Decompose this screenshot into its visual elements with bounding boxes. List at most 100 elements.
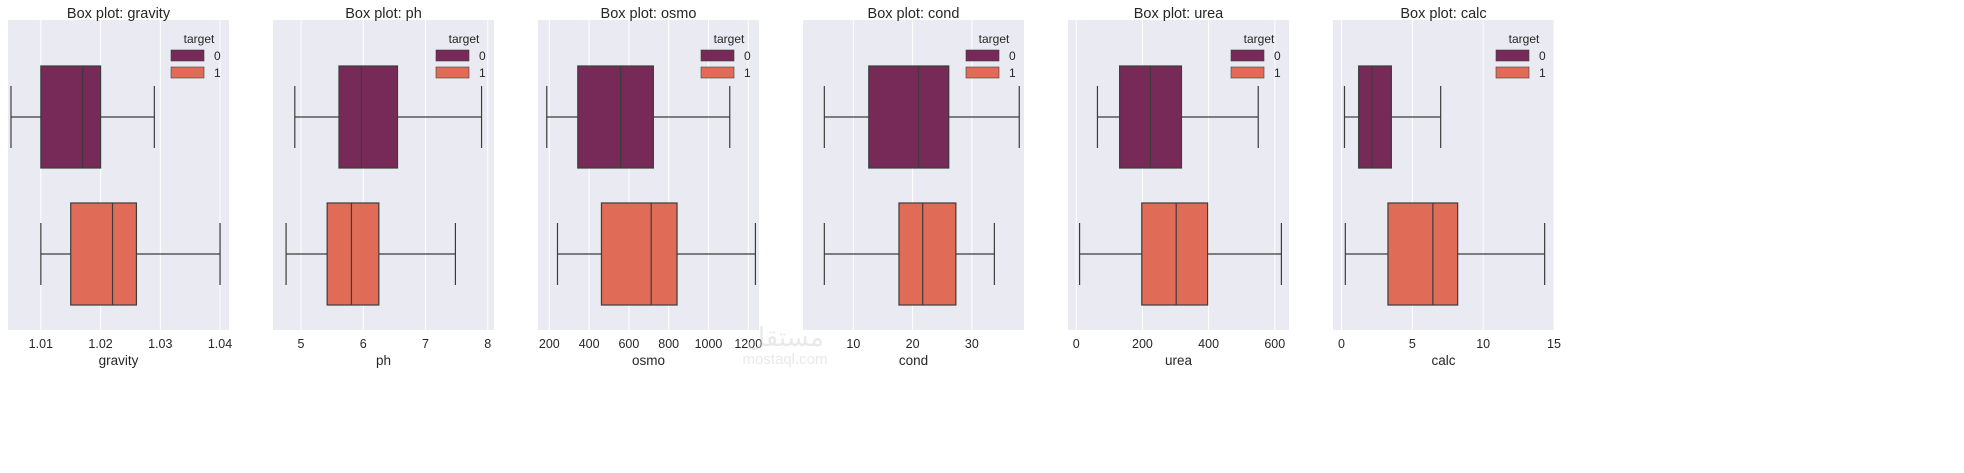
box-series-1 <box>1344 202 1546 306</box>
legend-label: 1 <box>1274 66 1281 80</box>
legend-title: target <box>1244 32 1275 46</box>
x-tick-label: 6 <box>360 337 367 351</box>
box-iqr <box>338 65 399 169</box>
legend: target 0 1 <box>170 32 221 80</box>
legend-swatch <box>700 66 735 79</box>
x-tick-label: 1.04 <box>208 337 232 351</box>
x-tick-label: 600 <box>618 337 639 351</box>
x-tick-label: 0 <box>1073 337 1080 351</box>
legend-swatch <box>965 49 1000 62</box>
subplot-title: Box plot: osmo <box>601 6 697 22</box>
legend-title: target <box>714 32 745 46</box>
x-tick-label: 400 <box>579 337 600 351</box>
legend-label: 1 <box>1009 66 1016 80</box>
x-axis-label: urea <box>1165 353 1193 368</box>
legend-swatch <box>170 66 205 79</box>
legend: target 0 1 <box>1230 32 1281 80</box>
x-tick-label: 1.01 <box>29 337 53 351</box>
x-tick-label: 5 <box>298 337 305 351</box>
legend: target 0 1 <box>700 32 751 80</box>
subplot-title: Box plot: ph <box>345 6 422 22</box>
x-tick-label: 20 <box>906 337 920 351</box>
box-iqr <box>868 65 950 169</box>
x-tick-label: 10 <box>846 337 860 351</box>
legend-title: target <box>184 32 215 46</box>
legend-swatch <box>1495 49 1530 62</box>
x-tick-label: 15 <box>1547 337 1561 351</box>
x-axis-label: osmo <box>632 353 665 368</box>
subplot-ph: 5 6 7 8 ph Box plot: ph target 0 1 <box>273 6 494 368</box>
legend-label: 1 <box>214 66 221 80</box>
legend-label: 0 <box>214 49 221 63</box>
x-tick-label: 30 <box>965 337 979 351</box>
legend-swatch <box>435 66 470 79</box>
box-iqr <box>1141 202 1209 306</box>
x-tick-label: 1200 <box>734 337 762 351</box>
box-series-1 <box>1078 202 1282 306</box>
box-iqr <box>577 65 654 169</box>
legend-swatch <box>1230 66 1265 79</box>
box-series-1 <box>556 202 757 306</box>
box-iqr <box>600 202 678 306</box>
box-series-0 <box>294 65 483 169</box>
watermark-latin: mostaql.com <box>742 351 827 368</box>
legend-title: target <box>979 32 1010 46</box>
legend-swatch <box>700 49 735 62</box>
legend: target 0 1 <box>435 32 486 80</box>
box-iqr <box>70 202 138 306</box>
legend-label: 0 <box>1009 49 1016 63</box>
x-axis-label: calc <box>1431 353 1455 368</box>
subplot-urea: 0 200 400 600 urea Box plot: urea target 0 1 <box>1068 6 1289 368</box>
box-series-0 <box>1343 65 1442 169</box>
legend: target 0 1 <box>965 32 1016 80</box>
box-series-0 <box>10 65 155 169</box>
x-tick-label: 800 <box>658 337 679 351</box>
x-tick-label: 5 <box>1409 337 1416 351</box>
box-series-0 <box>1096 65 1259 169</box>
legend-swatch <box>965 66 1000 79</box>
x-axis-label: ph <box>376 353 391 368</box>
x-tick-label: 600 <box>1264 337 1285 351</box>
subplot-title: Box plot: calc <box>1400 6 1486 22</box>
x-tick-label: 7 <box>422 337 429 351</box>
box-series-1 <box>285 202 457 306</box>
legend-title: target <box>1509 32 1540 46</box>
subplot-title: Box plot: urea <box>1134 6 1224 22</box>
x-tick-label: 0 <box>1338 337 1345 351</box>
x-tick-label: 1.02 <box>88 337 112 351</box>
subplot-cond: 10 20 30 cond Box plot: cond target 0 1 <box>803 6 1024 368</box>
x-tick-label: 200 <box>539 337 560 351</box>
x-axis-label: cond <box>899 353 928 368</box>
legend-swatch <box>170 49 205 62</box>
x-axis-label: gravity <box>99 353 139 368</box>
subplot-calc: 0 5 10 15 calc Box plot: calc target 0 1 <box>1333 6 1561 368</box>
legend: target 0 1 <box>1495 32 1546 80</box>
subplot-gravity: 1.01 1.02 1.03 1.04 gravity Box plot: gravity… <box>8 6 232 368</box>
x-tick-label: 10 <box>1476 337 1490 351</box>
box-iqr <box>898 202 957 306</box>
legend-title: target <box>449 32 480 46</box>
legend-label: 0 <box>479 49 486 63</box>
legend-swatch <box>435 49 470 62</box>
x-tick-label: 1000 <box>695 337 723 351</box>
box-iqr <box>1358 65 1392 169</box>
watermark-arabic: مستقل <box>746 322 824 352</box>
subplot-title: Box plot: gravity <box>67 6 171 22</box>
box-series-1 <box>823 202 995 306</box>
x-tick-label: 1.03 <box>148 337 172 351</box>
legend-label: 1 <box>744 66 751 80</box>
x-tick-label: 200 <box>1132 337 1153 351</box>
box-iqr <box>326 202 380 306</box>
box-iqr <box>40 65 102 169</box>
subplot-title: Box plot: cond <box>868 6 960 22</box>
box-series-1 <box>40 202 221 306</box>
legend-label: 0 <box>1539 49 1546 63</box>
legend-label: 1 <box>1539 66 1546 80</box>
box-series-0 <box>546 65 731 169</box>
legend-label: 0 <box>1274 49 1281 63</box>
legend-label: 0 <box>744 49 751 63</box>
